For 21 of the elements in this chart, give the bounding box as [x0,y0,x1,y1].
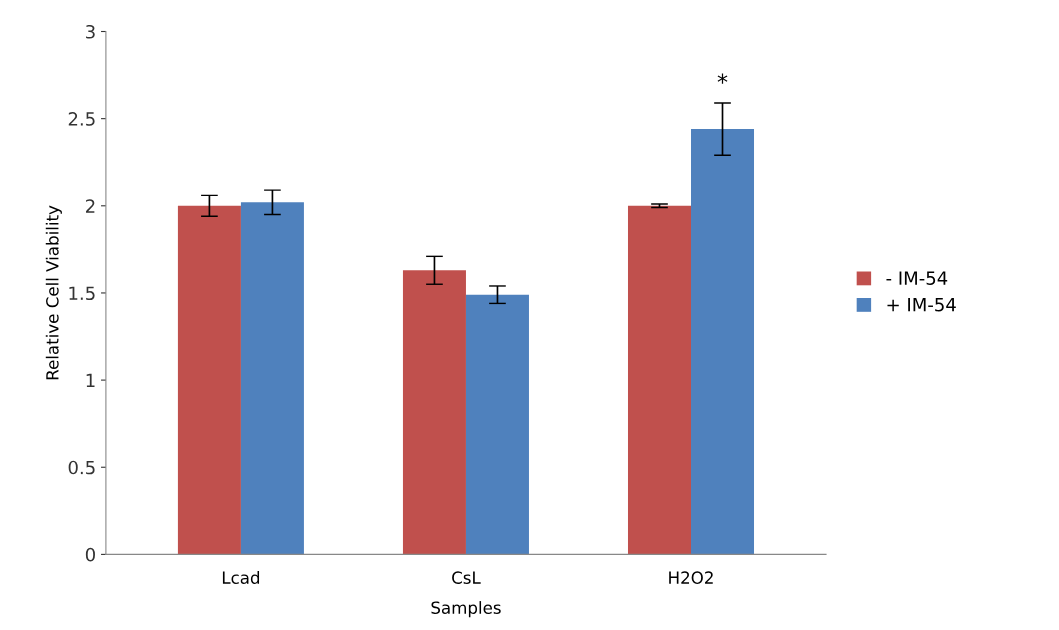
legend-label: + IM-54 [887,298,956,312]
bar [240,202,304,555]
y-axis-title: Relative Cell Viability [45,205,62,380]
x-tick-label: H2O2 [669,571,713,584]
bar [177,205,241,555]
y-tick-label: 0.5 [68,460,95,475]
y-tick-label: 3 [86,24,95,39]
bar [402,270,466,555]
y-tick-label: 1 [86,373,95,387]
annotation: * [717,73,728,84]
y-tick-label: 1.5 [69,286,95,301]
legend-label: - IM-54 [886,271,948,285]
x-axis-title: Samples [431,601,501,618]
y-tick-label: 0 [85,547,95,562]
y-tick-label: 2 [86,199,95,213]
x-tick-label: Lcad [222,571,260,584]
bar [627,205,691,555]
bar [691,129,755,555]
bar [465,294,529,555]
y-tick-label: 2.5 [68,112,95,126]
x-tick-label: CsL [452,571,481,584]
